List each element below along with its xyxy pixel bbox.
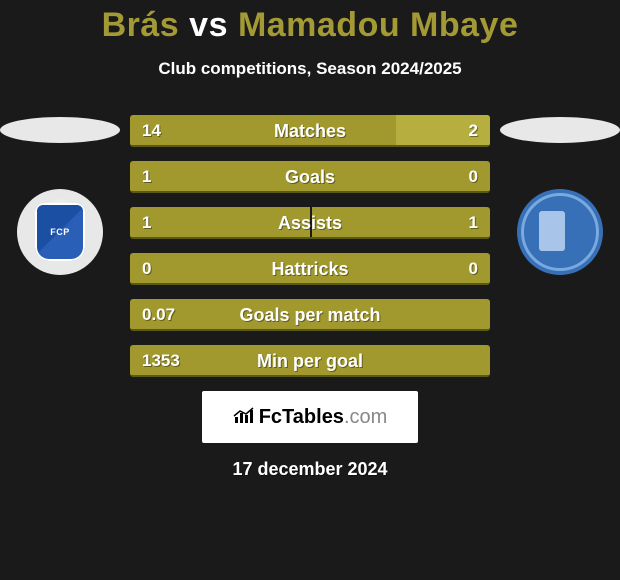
right-side-column: [500, 115, 620, 275]
stat-label: Goals per match: [130, 299, 490, 331]
player1-name: Brás: [102, 6, 180, 44]
title-vs: vs: [189, 6, 228, 44]
stat-bar: 10Goals: [130, 161, 490, 193]
player2-name: Mamadou Mbaye: [238, 6, 518, 44]
brand-badge: FcTables.com: [202, 391, 418, 443]
brand-name: FcTables: [259, 406, 344, 428]
stat-bar: 1353Min per goal: [130, 345, 490, 377]
infographic-container: Brás vs Mamadou Mbaye Club competitions,…: [0, 0, 620, 580]
stat-label: Min per goal: [130, 345, 490, 377]
main-row: 142Matches 10Goals 11Assists 00Hattricks 0.0…: [0, 115, 620, 377]
page-title: Brás vs Mamadou Mbaye: [102, 6, 519, 45]
player2-club-badge: [517, 189, 603, 275]
stat-label: Hattricks: [130, 253, 490, 285]
stat-bar: 11Assists: [130, 207, 490, 239]
stat-bar: 142Matches: [130, 115, 490, 147]
stat-label: Assists: [130, 207, 490, 239]
brand-text: FcTables.com: [259, 406, 388, 429]
player1-avatar: [0, 117, 120, 143]
stats-bars: 142Matches 10Goals 11Assists 00Hattricks 0.0…: [120, 115, 500, 377]
left-side-column: [0, 115, 120, 275]
subtitle: Club competitions, Season 2024/2025: [158, 59, 461, 79]
brand-chart-icon: [233, 407, 255, 428]
player1-club-badge: [17, 189, 103, 275]
stat-label: Matches: [130, 115, 490, 147]
stat-bar: 0.07Goals per match: [130, 299, 490, 331]
stat-bar: 00Hattricks: [130, 253, 490, 285]
brand-suffix: .com: [344, 406, 387, 428]
date-label: 17 december 2024: [232, 459, 387, 480]
stat-label: Goals: [130, 161, 490, 193]
player2-avatar: [500, 117, 620, 143]
